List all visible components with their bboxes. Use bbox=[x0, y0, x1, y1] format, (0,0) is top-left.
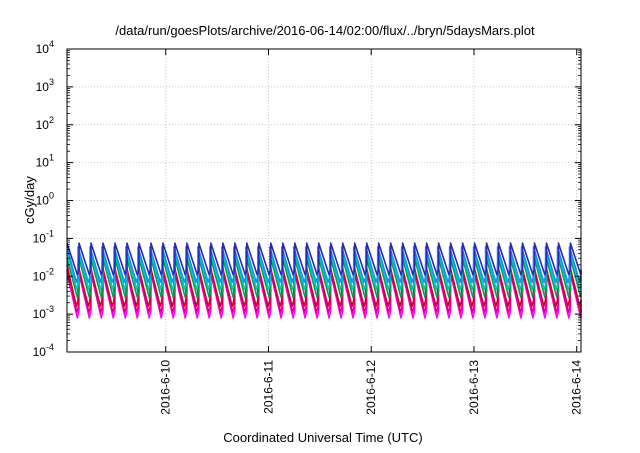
plot-frame bbox=[66, 48, 582, 353]
x-tick-label: 2016-6-12 bbox=[364, 360, 378, 415]
y-axis-label: cGy/day bbox=[22, 176, 37, 224]
x-tick-label: 2016-6-10 bbox=[159, 360, 173, 415]
series-group bbox=[66, 242, 582, 319]
series-line bbox=[66, 242, 582, 276]
chart-title: /data/run/goesPlots/archive/2016-06-14/0… bbox=[115, 23, 535, 38]
x-tick-label: 2016-6-11 bbox=[261, 360, 275, 414]
series-line bbox=[66, 245, 582, 283]
plot-border bbox=[66, 48, 582, 353]
x-tick-labels: 2016-6-10 2016-6-11 2016-6-12 2016-6-13 2016… bbox=[159, 360, 584, 415]
x-tick-label: 2016-6-14 bbox=[570, 360, 584, 415]
x-axis-label: Coordinated Universal Time (UTC) bbox=[223, 430, 422, 445]
x-tick-label: 2016-6-13 bbox=[467, 360, 481, 415]
